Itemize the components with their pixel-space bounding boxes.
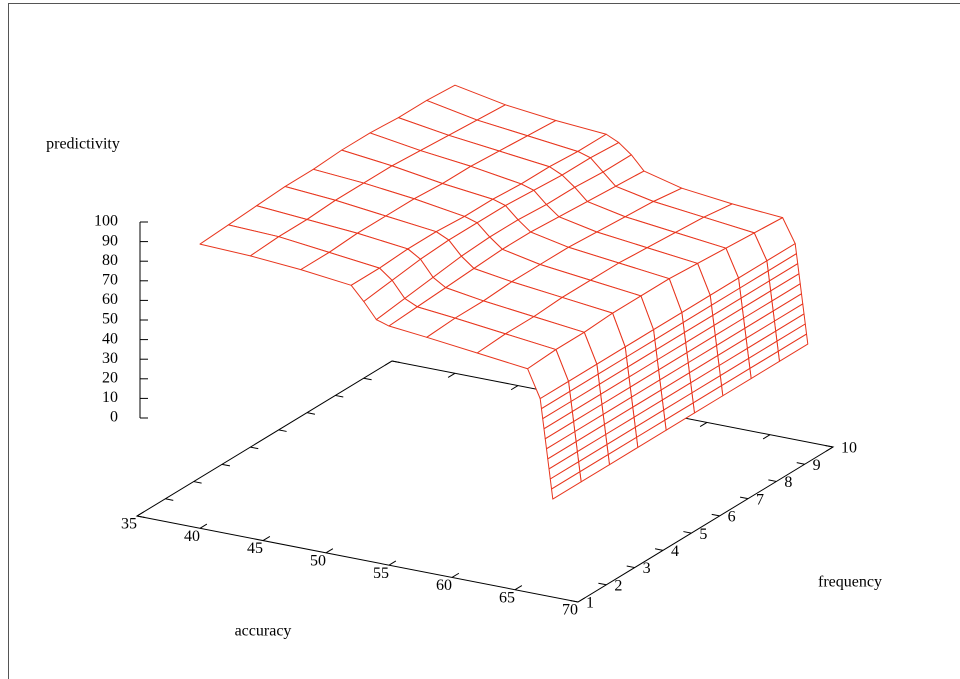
z-tick-label: 40 [102, 330, 118, 347]
z-tick-label: 100 [94, 213, 118, 230]
x-tick-label: 45 [247, 540, 263, 557]
y-tick [306, 412, 316, 415]
base-plane [135, 360, 835, 603]
y-tick-label: 9 [813, 457, 821, 474]
y-tick-label: 7 [756, 491, 764, 508]
frame [8, 3, 960, 679]
y-tick [569, 599, 579, 603]
x-tick [447, 372, 456, 378]
x-tick [510, 385, 519, 391]
y-tick [250, 446, 259, 450]
x-tick [514, 585, 523, 591]
y-tick-label: 10 [841, 440, 857, 457]
z-tick-label: 80 [102, 252, 118, 269]
y-tick [335, 394, 344, 398]
y-tick [796, 462, 805, 465]
z-tick-label: 20 [102, 369, 118, 386]
y-tick [626, 565, 635, 569]
y-tick-label: 3 [643, 560, 651, 577]
y-tick-label: 8 [784, 474, 792, 491]
y-tick-label: 1 [586, 595, 594, 612]
y-tick [278, 429, 287, 432]
surface-cell [551, 471, 582, 500]
x-tick [384, 360, 393, 366]
x-tick [825, 446, 834, 452]
x-tick-label: 70 [562, 602, 578, 619]
x-tick [451, 572, 460, 578]
x-tick [325, 548, 334, 554]
y-tick [221, 463, 231, 467]
y-tick [654, 548, 664, 551]
y-tick-label: 2 [614, 577, 622, 594]
z-tick-label: 60 [102, 291, 118, 308]
z-axis-label: predictivity [46, 136, 120, 153]
x-tick-label: 60 [436, 577, 452, 594]
y-axis-label: frequency [818, 574, 882, 591]
y-tick-label: 6 [728, 509, 736, 526]
y-tick [193, 481, 202, 484]
y-tick [391, 360, 401, 364]
x-tick-label: 55 [373, 565, 389, 582]
z-tick-label: 10 [102, 389, 118, 406]
y-tick [165, 498, 174, 501]
x-tick-label: 35 [121, 516, 137, 533]
y-tick-label: 5 [699, 526, 707, 543]
x-tick [136, 511, 145, 517]
z-tick-label: 70 [102, 271, 118, 288]
x-axis-label: accuracy [235, 623, 292, 640]
x-tick-label: 65 [499, 589, 515, 606]
y-tick [711, 513, 720, 517]
y-tick [768, 479, 777, 482]
x-tick [577, 597, 586, 603]
z-tick-label: 0 [110, 409, 118, 426]
y-tick [136, 515, 146, 519]
x-tick-label: 40 [184, 528, 200, 545]
x-tick [762, 434, 771, 440]
y-tick-label: 4 [671, 543, 679, 560]
z-tick-label: 30 [102, 350, 118, 367]
z-tick-label: 50 [102, 311, 118, 328]
z-tick-label: 90 [102, 232, 118, 249]
x-tick [199, 523, 208, 529]
y-tick [683, 531, 692, 534]
y-tick [598, 582, 607, 586]
x-tick [699, 422, 708, 428]
y-tick [824, 444, 834, 448]
x-tick-label: 50 [310, 553, 326, 570]
x-tick [262, 535, 271, 541]
x-tick [388, 560, 397, 566]
y-tick [363, 377, 372, 381]
y-tick [739, 496, 749, 500]
